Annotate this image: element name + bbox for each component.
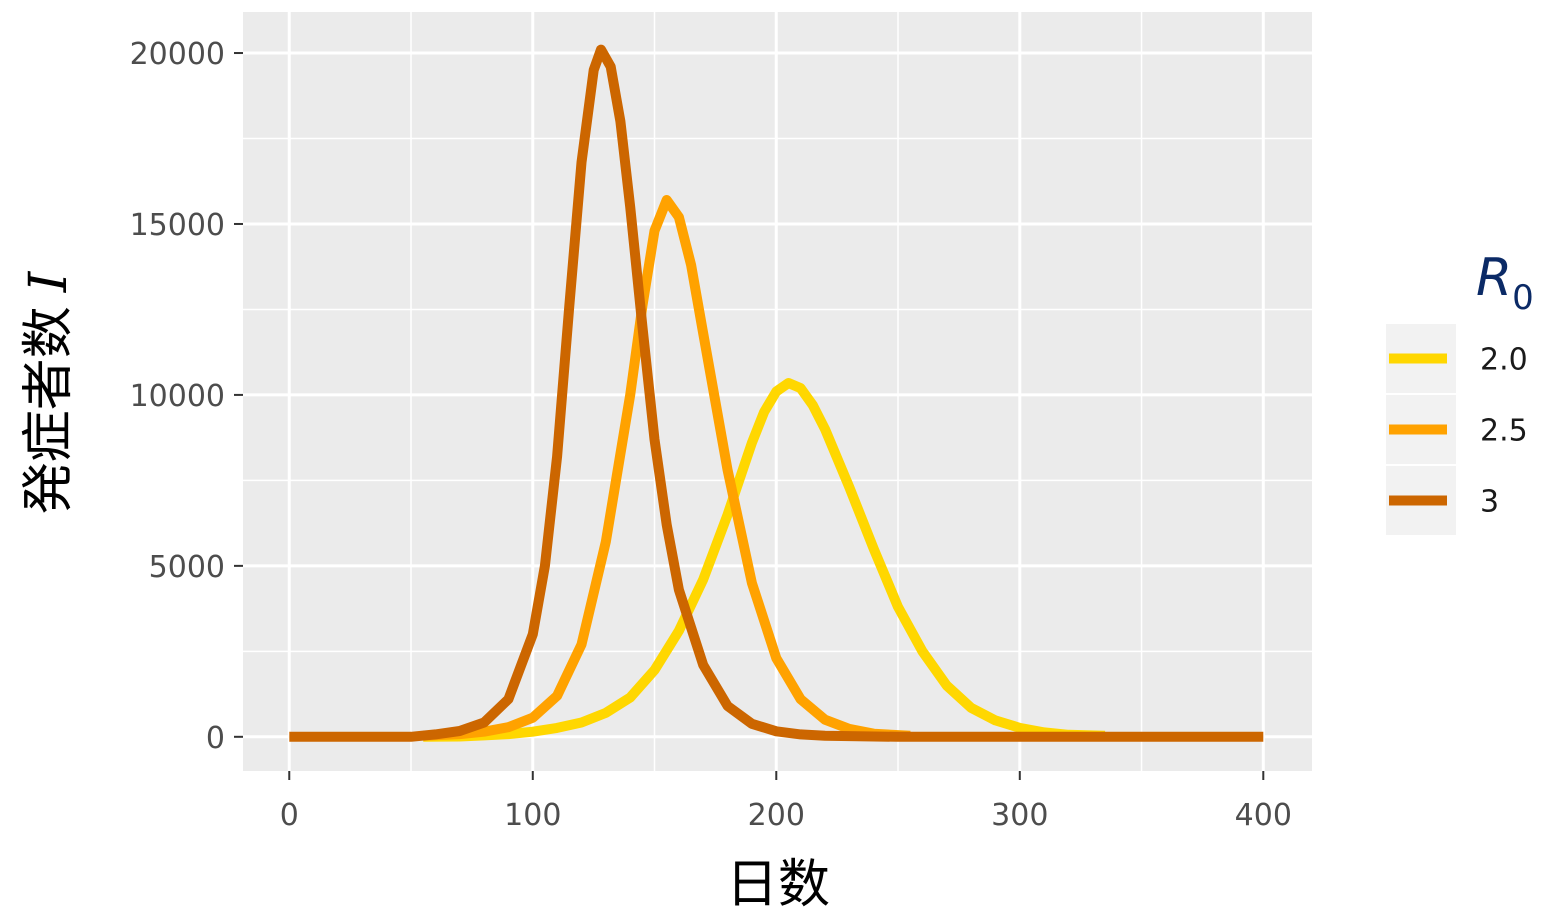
x-axis-title: 日数 xyxy=(726,855,830,912)
x-tick-label: 300 xyxy=(991,798,1048,833)
x-tick-label: 0 xyxy=(280,798,299,833)
series-line-2.5 xyxy=(422,195,911,741)
legend-label: 2.0 xyxy=(1480,343,1528,378)
legend: R0 2.0 2.5 3 xyxy=(1386,248,1534,535)
svg-text:R0: R0 xyxy=(1476,248,1534,318)
y-tick-label: 20000 xyxy=(130,37,225,72)
x-tick-label: 400 xyxy=(1235,798,1292,833)
legend-label: 3 xyxy=(1480,485,1499,520)
svg-text:発症者数I: 発症者数 I xyxy=(19,270,79,514)
y-axis: 0 5000 10000 15000 20000 xyxy=(130,37,243,756)
x-axis: 0 100 200 300 400 xyxy=(280,771,1292,833)
y-axis-title-text: 発症者数 xyxy=(19,306,79,514)
legend-items: 2.0 2.5 3 xyxy=(1386,324,1528,535)
y-tick-label: 10000 xyxy=(130,379,225,414)
series-line-2.0 xyxy=(423,378,1106,742)
series-line-3 xyxy=(289,44,1264,742)
x-tick-label: 100 xyxy=(504,798,561,833)
y-tick-label: 0 xyxy=(206,721,225,756)
y-tick-label: 15000 xyxy=(130,208,225,243)
legend-label: 2.5 xyxy=(1480,414,1528,449)
legend-title-symbol: R xyxy=(1476,248,1512,308)
y-tick-label: 5000 xyxy=(149,550,225,585)
y-axis-title-symbol: I xyxy=(19,270,79,293)
series-layer xyxy=(289,44,1264,742)
x-tick-label: 200 xyxy=(748,798,805,833)
y-axis-title: 発症者数 I xyxy=(19,270,79,514)
legend-title-subscript: 0 xyxy=(1512,278,1534,318)
